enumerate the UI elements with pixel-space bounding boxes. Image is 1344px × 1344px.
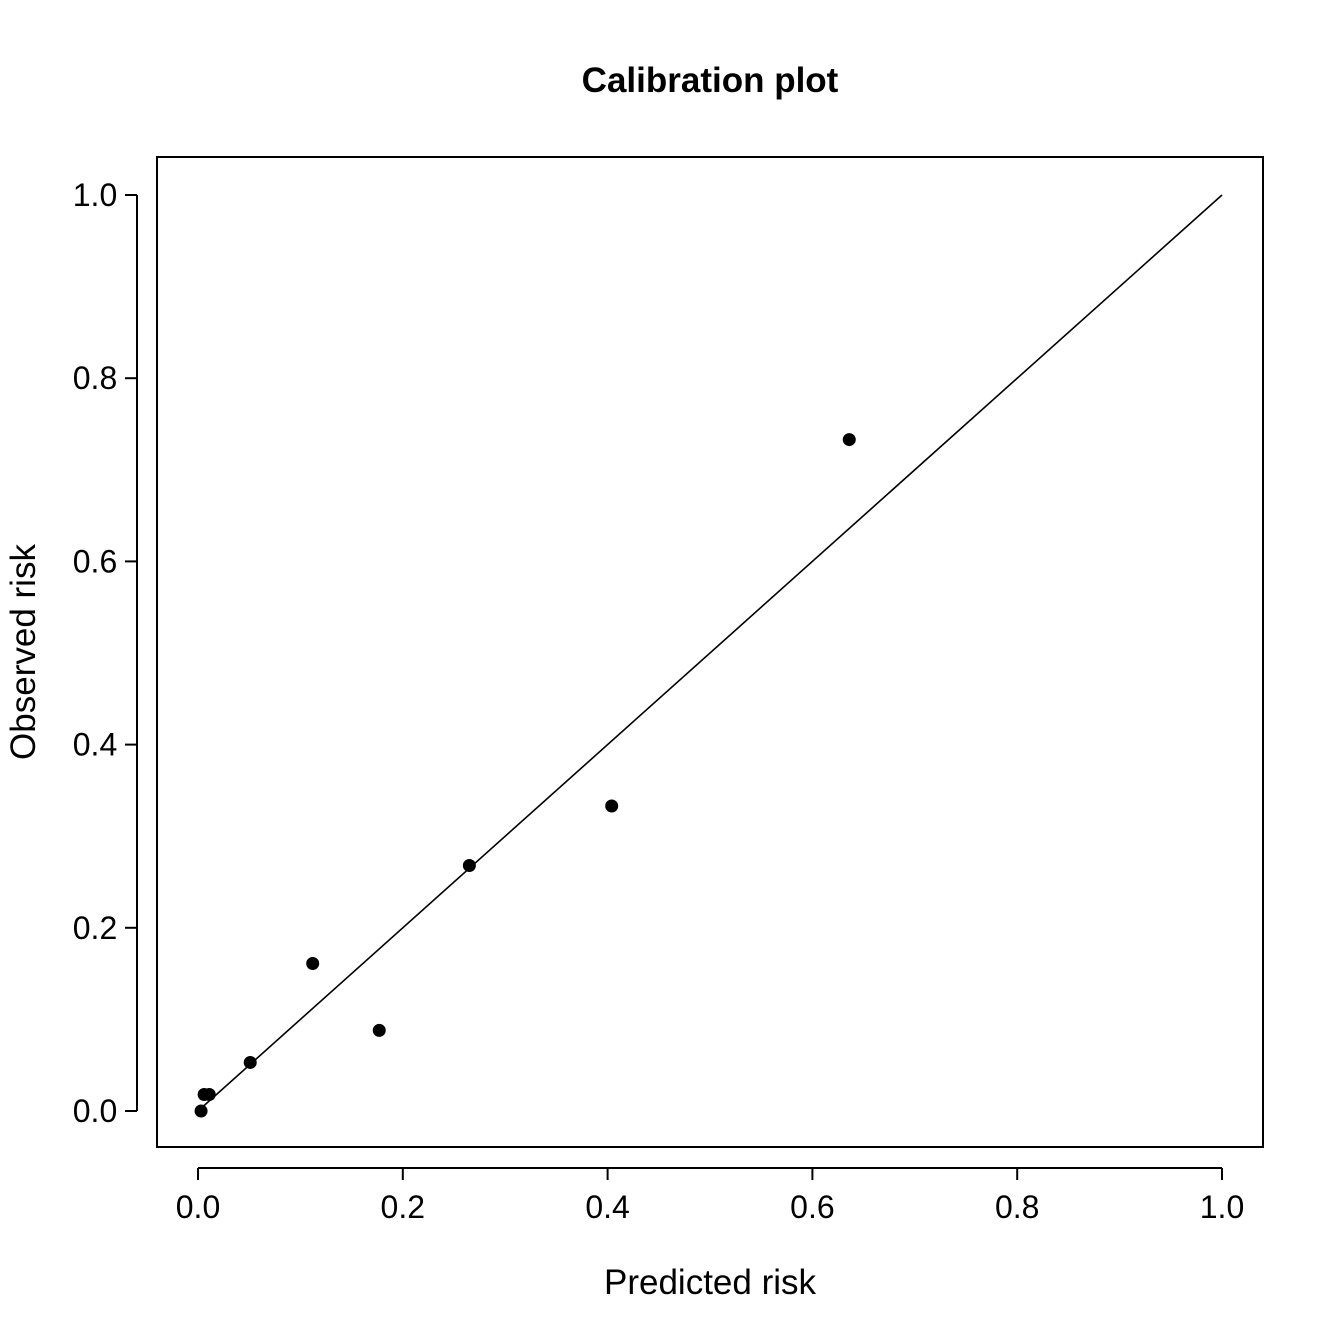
x-axis: 0.0 0.2 0.4 0.6 0.8 1.0	[176, 1167, 1244, 1225]
x-axis-label: Predicted risk	[604, 1263, 817, 1302]
plot-frame	[156, 156, 1264, 1148]
x-tick-label: 1.0	[1200, 1189, 1244, 1225]
y-axis: 0.0 0.2 0.4 0.6 0.8 1.0	[73, 177, 138, 1129]
data-point	[605, 799, 619, 813]
data-point	[306, 957, 320, 971]
x-tick-label: 0.8	[995, 1189, 1039, 1225]
data-point	[202, 1088, 216, 1102]
y-tick-label: 0.8	[73, 360, 117, 396]
y-tick-label: 1.0	[73, 177, 117, 213]
y-tick-label: 0.0	[73, 1093, 117, 1129]
reference-line	[197, 194, 1223, 1112]
x-tick-label: 0.4	[585, 1189, 629, 1225]
x-tick-label: 0.2	[381, 1189, 425, 1225]
data-point	[243, 1055, 257, 1069]
data-point	[842, 433, 856, 447]
x-tick-label: 0.6	[790, 1189, 834, 1225]
y-tick-label: 0.4	[73, 727, 117, 763]
chart-title: Calibration plot	[582, 61, 839, 100]
y-tick-label: 0.2	[73, 910, 117, 946]
data-point	[462, 859, 476, 873]
data-point	[194, 1104, 208, 1118]
y-axis-label: Observed risk	[4, 544, 43, 760]
y-tick-label: 0.6	[73, 543, 117, 579]
data-points	[194, 433, 856, 1118]
data-point	[372, 1023, 386, 1037]
x-tick-label: 0.0	[176, 1189, 220, 1225]
